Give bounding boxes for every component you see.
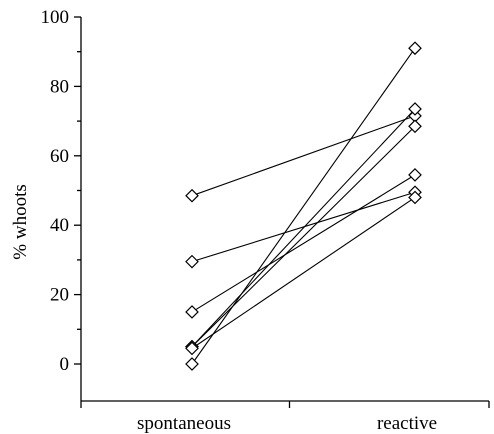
series-line — [191, 108, 416, 348]
diamond-marker — [408, 119, 422, 134]
y-tick-label: 0 — [60, 354, 70, 375]
diamond-marker — [408, 41, 422, 56]
series-lines — [191, 47, 416, 365]
x-axis: spontaneous reactive — [80, 400, 490, 434]
series-line — [191, 191, 416, 263]
series-line — [191, 125, 416, 348]
diamond-marker — [185, 341, 199, 356]
diamond-marker — [408, 102, 422, 116]
series-line — [191, 47, 416, 365]
series-line — [191, 115, 416, 197]
diamond-marker — [185, 357, 199, 371]
diamond-marker — [185, 305, 199, 319]
x-category-label: reactive — [377, 413, 437, 434]
y-axis-title: % whoots — [10, 184, 31, 259]
diamond-marker — [408, 190, 422, 205]
diamond-marker — [185, 254, 199, 269]
series-line — [191, 174, 416, 313]
y-tick-label: 100 — [41, 7, 70, 28]
y-tick-label: 40 — [50, 215, 69, 236]
y-tick-label: 80 — [50, 76, 69, 97]
x-category-label: spontaneous — [137, 413, 231, 434]
y-tick-label: 20 — [50, 285, 69, 306]
series-markers — [185, 41, 422, 371]
y-axis: 0 20 40 60 80 100 — [41, 7, 82, 401]
diamond-marker — [185, 188, 199, 203]
y-tick-label: 60 — [50, 146, 69, 167]
diamond-marker — [408, 168, 422, 182]
series-line — [191, 196, 416, 349]
